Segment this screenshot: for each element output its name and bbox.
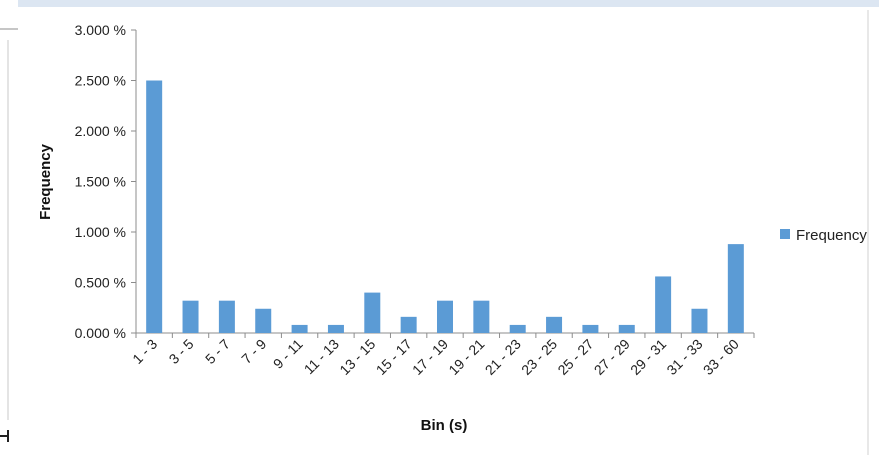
legend: Frequency xyxy=(780,227,867,244)
bar xyxy=(618,324,635,333)
x-tick-label: 7 - 9 xyxy=(238,336,269,367)
y-tick-label: 1.000 % xyxy=(75,224,126,240)
y-tick-label: 3.000 % xyxy=(75,22,126,38)
bar xyxy=(473,300,490,333)
y-tick-label: 0.000 % xyxy=(75,325,126,341)
x-tick-label: 17 - 19 xyxy=(409,336,451,378)
legend-label: Frequency xyxy=(796,227,867,244)
bar xyxy=(327,324,344,333)
x-tick-label: 31 - 33 xyxy=(663,336,705,378)
plot-area: 0.000 % 0.500 % 1.000 % 1.500 % 2.000 % 2.500… xyxy=(75,22,755,378)
x-tick-label: 13 - 15 xyxy=(336,336,378,378)
bar xyxy=(691,308,708,333)
bar xyxy=(546,316,563,333)
bar xyxy=(400,316,417,333)
x-tick-label: 19 - 21 xyxy=(445,336,487,378)
y-tick-label: 0.500 % xyxy=(75,275,126,291)
x-tick-label: 21 - 23 xyxy=(482,336,524,378)
x-tick-label: 25 - 27 xyxy=(554,336,596,378)
bar xyxy=(727,244,744,333)
x-tick-label: 3 - 5 xyxy=(166,336,197,367)
x-tick-label: 27 - 29 xyxy=(591,336,633,378)
bar xyxy=(146,80,163,333)
bar xyxy=(364,292,381,333)
y-tick-label: 1.500 % xyxy=(75,174,126,190)
y-tick-label: 2.000 % xyxy=(75,123,126,139)
bar xyxy=(437,300,453,333)
y-axis-title: Frequency xyxy=(37,143,54,220)
x-tick-label: 1 - 3 xyxy=(129,336,160,367)
bar xyxy=(182,300,199,333)
x-tick-label: 23 - 25 xyxy=(518,336,560,378)
x-axis-title: Bin (s) xyxy=(421,417,468,434)
frame-top-band xyxy=(18,0,879,7)
bar xyxy=(291,324,308,333)
bar xyxy=(582,324,599,333)
x-tick-label: 33 - 60 xyxy=(700,336,742,378)
bar xyxy=(509,324,526,333)
x-tick-label: 29 - 31 xyxy=(627,336,669,378)
y-tick-label: 2.500 % xyxy=(75,73,126,89)
bar xyxy=(255,308,272,333)
bar xyxy=(218,300,235,333)
x-tick-label: 15 - 17 xyxy=(373,336,415,378)
x-tick-label: 11 - 13 xyxy=(301,336,343,378)
bar xyxy=(655,276,672,333)
legend-swatch xyxy=(780,229,790,239)
x-tick-label: 5 - 7 xyxy=(202,336,233,367)
